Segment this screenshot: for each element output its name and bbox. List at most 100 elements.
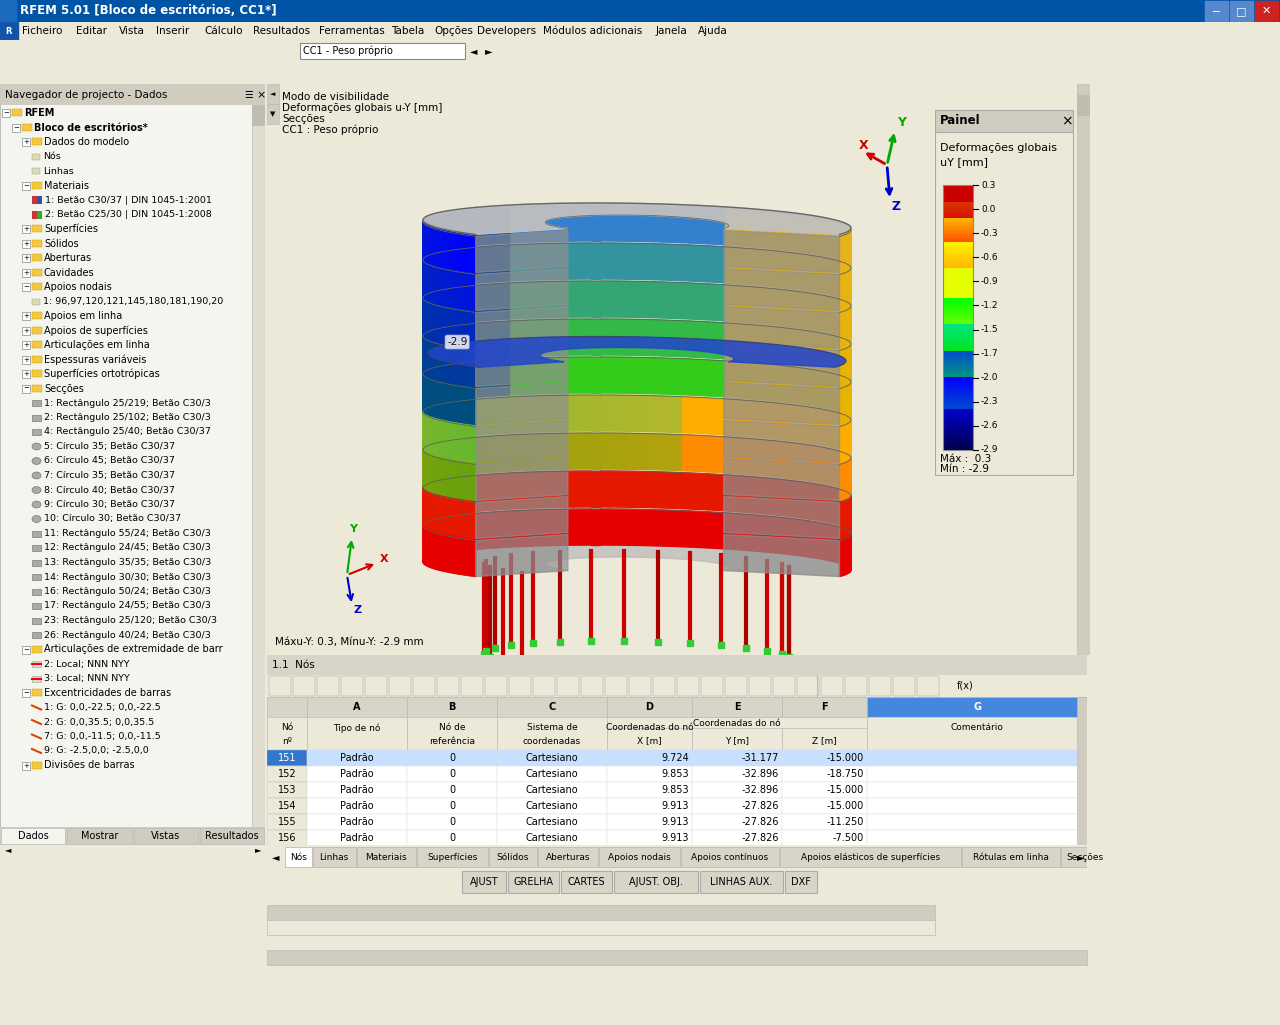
Polygon shape: [465, 438, 471, 475]
Polygon shape: [600, 357, 609, 393]
Text: Cartesiano: Cartesiano: [526, 817, 579, 827]
Bar: [417, 847, 488, 867]
Polygon shape: [573, 395, 582, 432]
Bar: [22, 646, 29, 654]
Bar: [943, 401, 973, 402]
Polygon shape: [847, 264, 849, 301]
Polygon shape: [823, 219, 827, 256]
Bar: [32, 588, 41, 594]
Text: 4: Rectângulo 25/40; Betão C30/37: 4: Rectângulo 25/40; Betão C30/37: [44, 427, 211, 437]
Polygon shape: [460, 462, 465, 499]
Polygon shape: [785, 518, 791, 555]
Polygon shape: [451, 516, 454, 552]
Bar: [943, 284, 973, 286]
Polygon shape: [430, 482, 433, 519]
Polygon shape: [749, 401, 756, 437]
Bar: [268, 718, 307, 750]
Polygon shape: [471, 323, 476, 360]
Text: Editar: Editar: [77, 26, 108, 36]
Polygon shape: [471, 400, 476, 436]
Bar: [943, 347, 973, 350]
Text: 154: 154: [278, 801, 296, 811]
Text: RFEM: RFEM: [24, 108, 54, 118]
Polygon shape: [451, 326, 454, 363]
Polygon shape: [846, 491, 847, 528]
Polygon shape: [654, 509, 663, 546]
Polygon shape: [763, 440, 771, 477]
Polygon shape: [785, 480, 791, 517]
Polygon shape: [460, 287, 465, 323]
Polygon shape: [476, 361, 483, 398]
Polygon shape: [763, 288, 771, 325]
Polygon shape: [460, 348, 465, 385]
Text: DXF: DXF: [791, 877, 810, 887]
Polygon shape: [451, 364, 454, 401]
Text: −: −: [13, 124, 19, 130]
Bar: [22, 240, 29, 247]
Bar: [943, 402, 973, 404]
Polygon shape: [495, 474, 502, 509]
Polygon shape: [841, 528, 844, 565]
Polygon shape: [627, 396, 636, 432]
Polygon shape: [470, 540, 476, 576]
Polygon shape: [426, 453, 428, 490]
Polygon shape: [422, 545, 851, 576]
Polygon shape: [445, 365, 451, 401]
Polygon shape: [844, 338, 846, 375]
Polygon shape: [749, 477, 756, 514]
Bar: [943, 420, 973, 422]
Polygon shape: [740, 248, 749, 285]
Text: -31.177: -31.177: [741, 753, 780, 763]
Bar: [268, 814, 307, 830]
Polygon shape: [442, 497, 445, 534]
Polygon shape: [627, 281, 636, 318]
Polygon shape: [582, 395, 591, 432]
Bar: [782, 830, 867, 846]
Polygon shape: [724, 323, 732, 360]
Bar: [32, 675, 41, 682]
Polygon shape: [838, 489, 841, 526]
Polygon shape: [476, 534, 568, 576]
Bar: [268, 782, 307, 798]
Bar: [307, 814, 407, 830]
Bar: [1204, 1, 1228, 20]
Polygon shape: [433, 329, 435, 366]
Polygon shape: [445, 326, 451, 363]
Polygon shape: [525, 473, 532, 508]
Polygon shape: [566, 243, 573, 279]
Polygon shape: [771, 365, 777, 401]
Bar: [508, 871, 559, 893]
Polygon shape: [777, 251, 785, 288]
Polygon shape: [716, 475, 724, 510]
Text: +: +: [23, 241, 29, 246]
Bar: [462, 871, 506, 893]
Polygon shape: [835, 222, 838, 258]
Bar: [32, 689, 42, 696]
Bar: [943, 272, 973, 274]
Text: Deformações globais u-Y [mm]: Deformações globais u-Y [mm]: [282, 102, 443, 113]
Polygon shape: [785, 290, 791, 327]
Text: -32.896: -32.896: [741, 769, 780, 779]
Text: Janela: Janela: [655, 26, 687, 36]
Text: -2.6: -2.6: [980, 421, 998, 430]
Text: Padrão: Padrão: [340, 817, 374, 827]
Bar: [943, 222, 973, 224]
Polygon shape: [841, 414, 844, 451]
Bar: [943, 234, 973, 236]
Polygon shape: [426, 415, 428, 452]
Polygon shape: [445, 403, 451, 439]
Polygon shape: [716, 399, 724, 435]
Bar: [943, 341, 973, 342]
Polygon shape: [844, 453, 846, 490]
FancyBboxPatch shape: [605, 676, 627, 696]
Bar: [943, 375, 973, 377]
Polygon shape: [740, 210, 749, 246]
Polygon shape: [451, 250, 454, 286]
Bar: [943, 206, 973, 207]
Polygon shape: [756, 401, 763, 438]
FancyBboxPatch shape: [820, 676, 844, 696]
FancyBboxPatch shape: [893, 676, 915, 696]
Polygon shape: [672, 282, 681, 319]
Bar: [407, 830, 497, 846]
Bar: [943, 396, 973, 397]
